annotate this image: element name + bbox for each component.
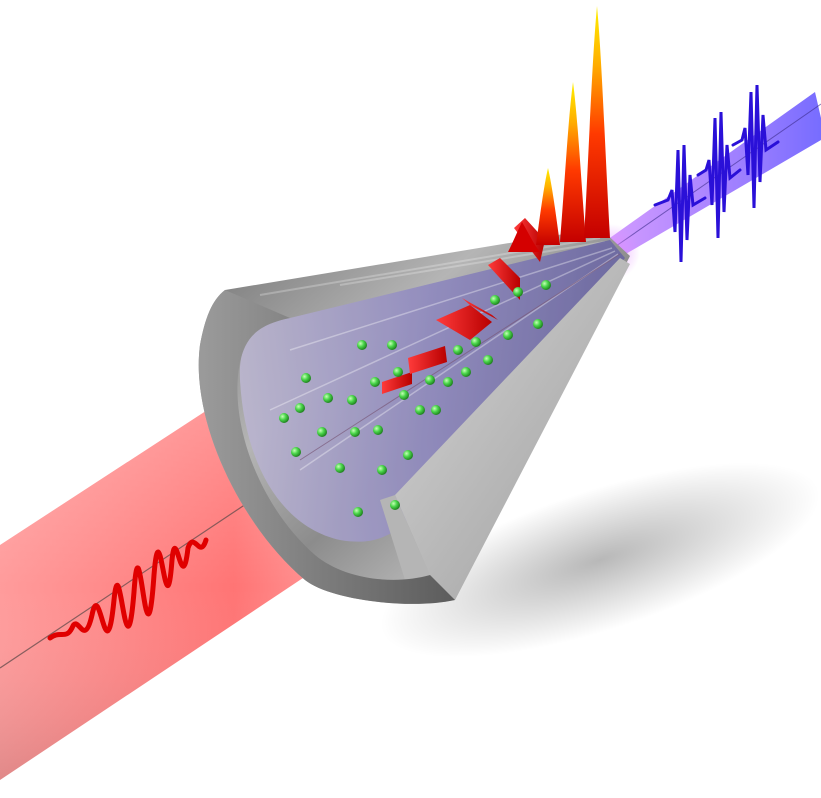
cone-floor-shadow	[380, 462, 820, 658]
green-gas-atoms-icon	[279, 280, 551, 517]
red-laser-pulse-icon	[47, 537, 209, 641]
blue-attosecond-pulse-train-icon	[653, 84, 780, 263]
field-slices	[382, 218, 545, 394]
harmonic-peaks-icon	[508, 6, 610, 252]
